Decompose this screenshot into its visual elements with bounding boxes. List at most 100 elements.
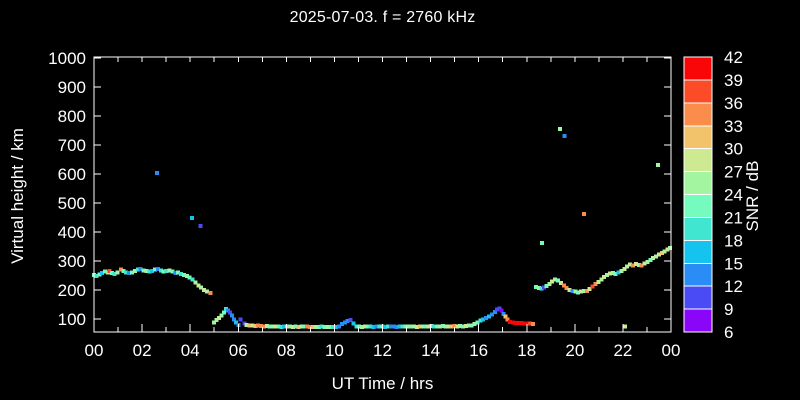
- colorbar-segment: [684, 102, 712, 126]
- data-point: [544, 284, 549, 289]
- data-point: [176, 270, 181, 275]
- data-point: [325, 325, 330, 330]
- data-point: [622, 267, 627, 272]
- data-point: [319, 324, 324, 329]
- colorbar-segment: [684, 194, 712, 218]
- data-point: [507, 319, 512, 324]
- colorbar-tick-label: 18: [724, 231, 743, 250]
- data-point: [446, 324, 451, 329]
- x-tick-label: 12: [373, 341, 392, 360]
- data-point: [420, 324, 425, 329]
- data-point: [567, 288, 572, 292]
- colorbar-segment: [684, 125, 712, 149]
- data-point: [610, 270, 615, 275]
- data-point: [112, 271, 117, 276]
- data-point: [247, 323, 252, 328]
- data-point: [639, 263, 644, 268]
- x-axis-label: UT Time / hrs: [331, 374, 434, 393]
- data-point: [463, 323, 468, 328]
- data-point: [144, 269, 149, 274]
- data-point: [522, 321, 527, 326]
- x-tick-label: 06: [229, 341, 248, 360]
- data-point: [536, 285, 541, 290]
- data-point: [475, 320, 480, 325]
- data-point: [377, 324, 382, 329]
- data-point: [497, 306, 502, 311]
- data-point: [97, 272, 102, 277]
- data-point: [305, 324, 310, 329]
- data-point: [198, 223, 203, 228]
- data-point: [584, 289, 589, 294]
- data-point: [642, 261, 647, 266]
- data-point: [167, 268, 172, 273]
- data-point: [613, 272, 618, 277]
- data-point: [564, 285, 569, 290]
- y-tick-label: 900: [58, 78, 86, 97]
- data-point: [242, 321, 247, 326]
- data-point: [645, 259, 650, 264]
- colorbar-tick-label: 30: [724, 140, 743, 159]
- y-tick-label: 200: [58, 281, 86, 300]
- data-point: [164, 268, 169, 273]
- y-tick-label: 400: [58, 223, 86, 242]
- data-point: [129, 270, 134, 275]
- data-point: [184, 274, 189, 279]
- data-point: [596, 279, 601, 284]
- data-point: [267, 324, 272, 329]
- data-point: [397, 324, 402, 329]
- data-point: [481, 317, 486, 322]
- data-point: [619, 268, 624, 273]
- data-point: [570, 289, 575, 294]
- data-point: [336, 324, 341, 329]
- data-point: [599, 277, 604, 282]
- x-tick-label: 20: [565, 341, 584, 360]
- data-point: [636, 262, 641, 267]
- data-point: [264, 323, 269, 328]
- data-point: [214, 318, 219, 323]
- data-point: [365, 324, 370, 329]
- data-point: [386, 324, 391, 329]
- data-point: [348, 317, 353, 322]
- data-point: [154, 171, 159, 176]
- data-point: [124, 270, 129, 275]
- colorbar-tick-label: 39: [724, 71, 743, 90]
- data-point: [147, 269, 152, 274]
- x-tick-label: 04: [181, 341, 200, 360]
- data-point: [587, 287, 592, 292]
- data-point: [94, 273, 99, 278]
- colorbar-segment: [684, 171, 712, 195]
- chart-title: 2025-07-03. f = 2760 kHz: [289, 9, 476, 26]
- data-point: [492, 310, 497, 315]
- data-point: [273, 324, 278, 329]
- data-point: [510, 320, 515, 325]
- data-point: [170, 269, 175, 274]
- data-point: [547, 281, 552, 286]
- data-point: [426, 324, 431, 329]
- data-point: [190, 277, 195, 282]
- data-point: [628, 262, 633, 267]
- data-point: [316, 324, 321, 329]
- y-tick-label: 700: [58, 136, 86, 155]
- data-point: [287, 324, 292, 329]
- colorbar-tick-label: 27: [724, 163, 743, 182]
- data-point: [553, 277, 558, 282]
- colorbar-segment: [684, 263, 712, 287]
- data-point: [403, 324, 408, 329]
- data-point: [550, 279, 555, 284]
- data-point: [328, 324, 333, 329]
- data-point: [622, 324, 627, 329]
- data-point: [495, 307, 500, 312]
- data-point: [668, 245, 673, 250]
- data-point: [489, 312, 494, 317]
- data-point: [238, 317, 243, 322]
- y-axis-label: Virtual height / km: [8, 128, 27, 264]
- colorbar-tick-label: 6: [724, 323, 733, 342]
- colorbar-tick-label: 21: [724, 208, 743, 227]
- data-point: [362, 324, 367, 329]
- data-point: [411, 324, 416, 329]
- data-point: [342, 320, 347, 325]
- data-point: [472, 322, 477, 327]
- data-point: [659, 250, 664, 255]
- data-point: [256, 323, 261, 328]
